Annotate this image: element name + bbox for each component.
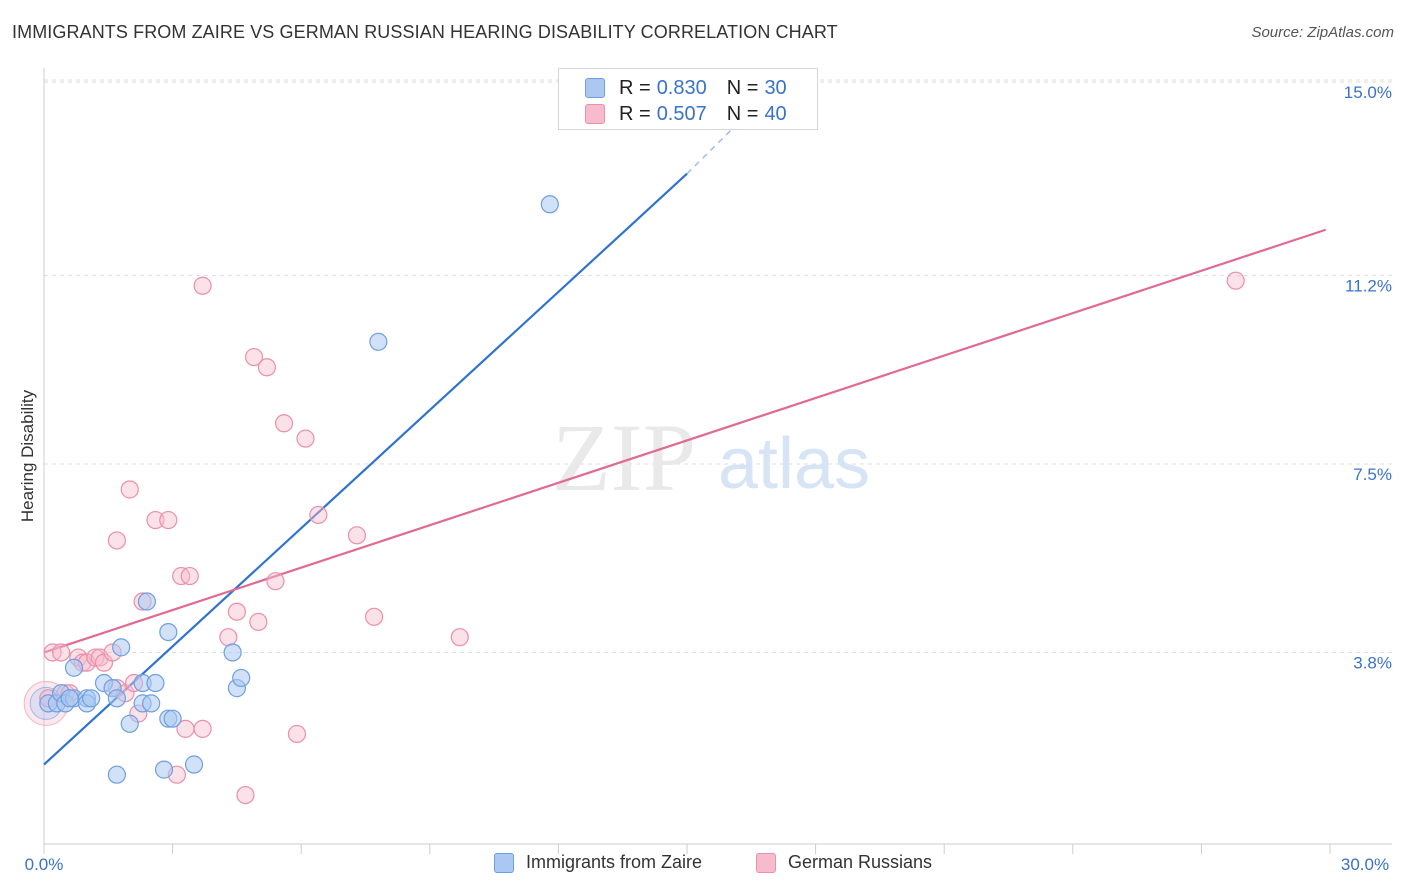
x-tick-label-0: 0.0% [25, 855, 64, 874]
point-zaire-5 [60, 689, 79, 708]
point-zaire-9 [82, 689, 101, 708]
point-german-russians-41 [1226, 271, 1245, 290]
point-german-russians-39 [364, 607, 384, 626]
point-zaire-24 [154, 760, 174, 779]
point-german-russians-33 [266, 572, 285, 591]
point-german-russians-22 [180, 566, 199, 586]
legend-label: Immigrants from Zaire [526, 852, 703, 872]
point-zaire-29 [369, 332, 388, 351]
watermark-atlas: atlas [718, 424, 870, 504]
point-german-russians-28 [227, 602, 246, 621]
legend-item-german-russians[interactable]: German Russians [756, 852, 932, 873]
legend-label: German Russians [788, 852, 933, 872]
y-tick-label-0: 3.8% [1353, 653, 1392, 672]
r-value: 0.507 [656, 102, 707, 125]
point-german-russians-36 [296, 429, 315, 448]
blue-swatch [585, 78, 605, 98]
point-german-russians-15 [120, 480, 139, 499]
point-zaire-22 [163, 709, 182, 728]
n-value: 30 [764, 76, 787, 99]
point-zaire-19 [142, 694, 161, 713]
x-tick-label-1: 30.0% [1341, 855, 1389, 874]
point-german-russians-2 [52, 643, 71, 662]
watermark: ZIP atlas [552, 404, 870, 511]
point-german-russians-38 [347, 526, 367, 545]
y-tick-label-1: 7.5% [1353, 465, 1392, 484]
point-zaire-14 [120, 714, 139, 733]
point-zaire-18 [146, 673, 165, 693]
y-tick-label-3: 15.0% [1344, 83, 1392, 102]
r-label: R = [619, 102, 651, 125]
point-zaire-23 [107, 765, 126, 784]
stats-legend-row-pink: R = 0.507 N = 40 [585, 103, 787, 125]
point-german-russians-34 [274, 414, 294, 433]
n-value: 40 [764, 102, 787, 125]
point-zaire-26 [223, 643, 242, 662]
tick-labels: 3.8% 7.5% 11.2% 15.0% 0.0% 30.0% [25, 83, 1392, 874]
point-zaire-12 [107, 689, 126, 708]
point-german-russians-31 [257, 358, 277, 377]
grid-lines [44, 79, 1392, 653]
point-zaire-30 [540, 195, 559, 214]
point-german-russians-35 [287, 724, 307, 744]
stats-legend: R = 0.830 N = 30 R = 0.507 N = 40 [558, 68, 818, 130]
point-zaire-16 [137, 592, 156, 611]
blue-swatch [494, 852, 514, 873]
point-german-russians-24 [193, 719, 212, 738]
data-points [23, 195, 1245, 805]
stats-legend-row-blue: R = 0.830 N = 30 [585, 77, 787, 99]
n-label: N = [726, 102, 759, 125]
point-german-russians-19 [146, 510, 165, 530]
r-label: R = [619, 76, 651, 99]
pink-swatch [585, 104, 605, 124]
point-german-russians-37 [309, 505, 328, 525]
point-german-russians-20 [159, 510, 178, 530]
chart-title: IMMIGRANTS FROM ZAIRE VS GERMAN RUSSIAN … [12, 22, 838, 42]
point-zaire-13 [112, 638, 131, 657]
point-german-russians-26 [193, 276, 212, 295]
y-tick-label-2: 11.2% [1345, 277, 1392, 296]
point-german-russians-30 [244, 347, 264, 367]
legend-item-zaire[interactable]: Immigrants from Zaire [494, 852, 702, 873]
point-german-russians-29 [236, 785, 255, 805]
axes [43, 68, 1392, 854]
point-zaire-21 [159, 622, 178, 642]
point-german-russians-8 [86, 648, 105, 667]
regression-line-german-russians [43, 228, 1327, 654]
regression-line-zaire [43, 172, 688, 766]
point-german-russians-16 [107, 531, 126, 550]
point-german-russians-32 [249, 612, 268, 632]
pink-swatch [756, 852, 776, 873]
watermark-zip: ZIP [552, 404, 696, 511]
point-zaire-6 [64, 658, 84, 677]
point-zaire-25 [184, 755, 204, 774]
source-label: Source: ZipAtlas.com [1251, 24, 1394, 41]
point-zaire-28 [232, 668, 251, 688]
point-german-russians-40 [450, 628, 469, 647]
point-german-russians-27 [219, 628, 238, 647]
n-label: N = [726, 76, 759, 99]
r-value: 0.830 [656, 76, 707, 99]
series-legend: Immigrants from Zaire German Russians [0, 852, 1406, 878]
